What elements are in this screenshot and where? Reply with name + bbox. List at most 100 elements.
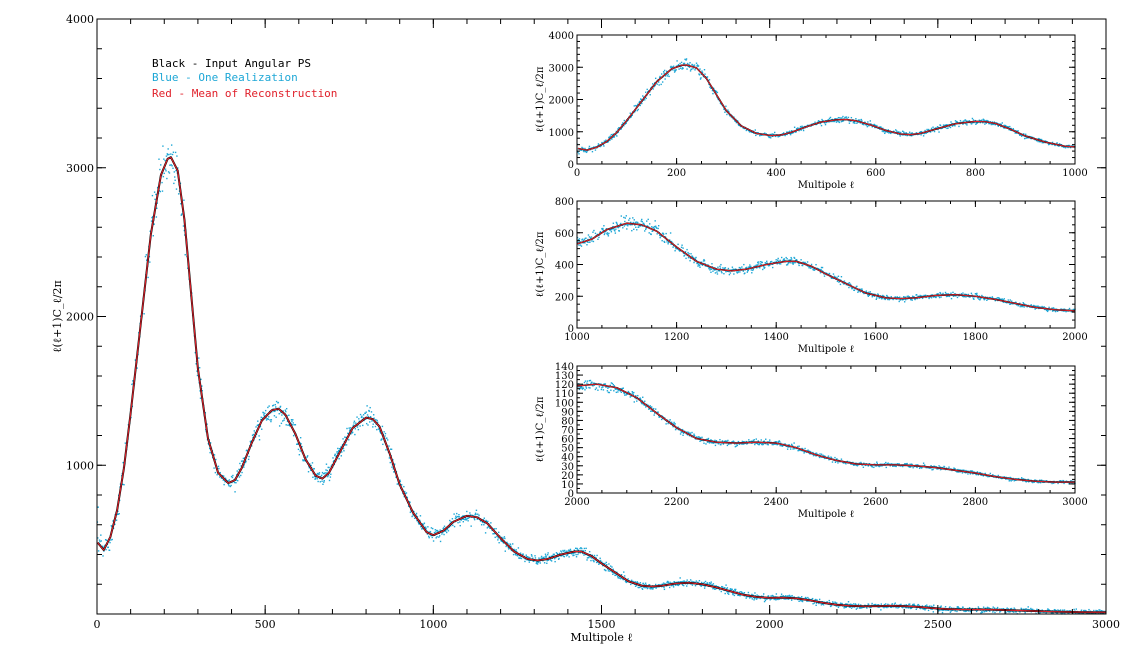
realization-point <box>828 121 830 123</box>
realization-point <box>617 226 620 229</box>
realization-point <box>277 401 280 404</box>
realization-point <box>291 420 293 423</box>
realization-point <box>649 405 651 407</box>
realization-point <box>1015 611 1017 613</box>
x-axis-title: Multipole ℓ <box>570 631 632 644</box>
realization-point <box>582 150 585 152</box>
realization-point <box>616 575 619 577</box>
realization-point <box>1033 305 1035 307</box>
realization-point <box>811 597 814 600</box>
realization-point <box>236 473 238 476</box>
realization-point <box>911 299 913 301</box>
realization-point <box>940 605 942 607</box>
realization-point <box>721 272 723 274</box>
realization-point <box>941 611 944 614</box>
realization-point <box>984 123 986 125</box>
realization-point <box>956 606 959 608</box>
realization-point <box>701 70 703 72</box>
realization-point <box>294 424 297 426</box>
realization-point <box>982 606 985 608</box>
realization-point <box>985 122 988 124</box>
realization-point <box>1065 310 1067 313</box>
realization-point <box>209 451 211 454</box>
realization-point <box>330 465 332 467</box>
y-tick-label: 800 <box>555 197 574 208</box>
realization-point <box>861 120 863 122</box>
y-tick-label: 200 <box>555 292 574 303</box>
realization-point <box>823 275 826 277</box>
realization-point <box>155 216 158 218</box>
realization-point <box>599 230 602 233</box>
realization-point <box>753 132 755 134</box>
realization-point <box>855 603 857 606</box>
realization-point <box>820 604 823 606</box>
realization-point <box>399 479 401 481</box>
realization-point <box>537 561 540 563</box>
realization-point <box>291 424 294 426</box>
realization-point <box>1003 608 1005 610</box>
realization-point <box>1047 608 1049 610</box>
realization-point <box>518 557 520 559</box>
realization-point <box>589 387 591 389</box>
realization-point <box>698 74 701 76</box>
realization-point <box>1019 302 1021 305</box>
realization-point <box>445 531 448 534</box>
realization-point <box>473 517 475 520</box>
realization-point <box>322 483 324 485</box>
realization-point <box>501 536 503 539</box>
realization-point <box>640 398 642 401</box>
realization-point <box>550 559 552 561</box>
realization-point <box>148 255 151 258</box>
realization-point <box>779 259 781 262</box>
realization-point <box>785 598 787 600</box>
realization-point <box>819 268 821 271</box>
realization-point <box>594 149 597 151</box>
realization-point <box>476 518 478 520</box>
realization-point <box>901 130 904 132</box>
realization-point <box>271 405 274 407</box>
realization-point <box>311 462 314 464</box>
realization-point <box>166 153 168 155</box>
realization-point <box>817 121 819 123</box>
realization-point <box>1003 301 1005 304</box>
realization-point <box>654 408 657 410</box>
realization-point <box>452 524 454 527</box>
realization-point <box>650 233 652 236</box>
realization-point <box>302 459 304 461</box>
realization-point <box>623 575 626 577</box>
realization-point <box>834 276 837 278</box>
realization-point <box>712 270 714 272</box>
realization-point <box>887 129 889 131</box>
realization-point <box>545 556 548 558</box>
realization-point <box>345 444 348 446</box>
realization-point <box>683 62 686 65</box>
realization-point <box>710 439 712 441</box>
realization-point <box>530 554 533 556</box>
realization-point <box>615 228 617 230</box>
realization-point <box>399 480 402 483</box>
realization-point <box>883 603 886 606</box>
realization-point <box>717 586 720 588</box>
realization-point <box>823 273 825 275</box>
realization-point <box>629 224 631 226</box>
realization-point <box>1003 124 1005 127</box>
realization-point <box>770 598 773 600</box>
realization-point <box>709 269 711 271</box>
realization-point <box>729 588 732 590</box>
realization-point <box>1010 127 1012 130</box>
realization-point <box>778 598 781 600</box>
realization-point <box>287 424 289 426</box>
realization-point <box>274 410 276 413</box>
realization-point <box>163 172 165 175</box>
realization-point <box>691 431 693 434</box>
realization-point <box>594 388 597 391</box>
realization-point <box>846 603 848 605</box>
realization-point <box>439 540 442 543</box>
realization-point <box>586 382 588 384</box>
realization-point <box>314 477 317 480</box>
realization-point <box>485 519 487 522</box>
realization-point <box>1056 612 1059 614</box>
realization-point <box>595 387 598 389</box>
realization-point <box>108 549 111 552</box>
realization-point <box>380 439 382 441</box>
